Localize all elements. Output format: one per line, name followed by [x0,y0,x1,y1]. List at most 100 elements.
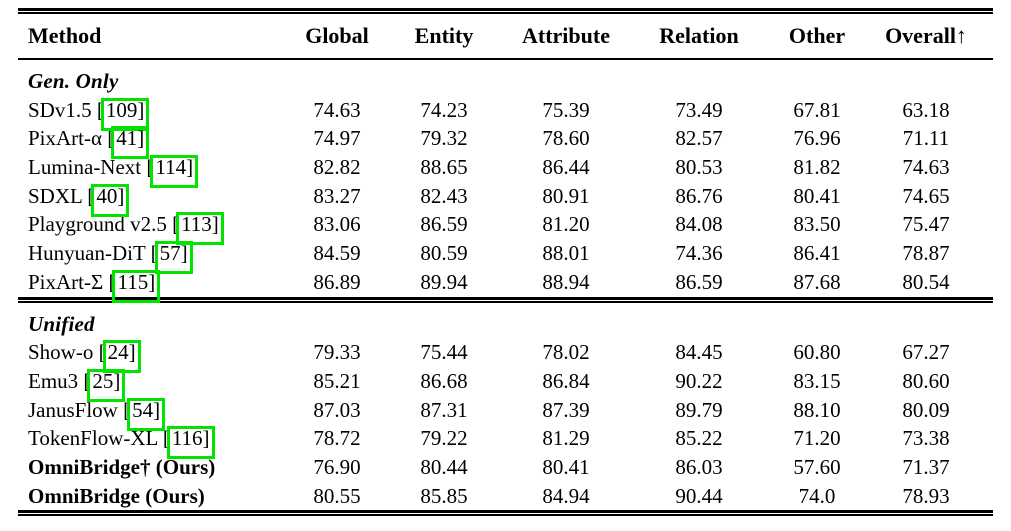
value-cell: 78.02 [542,340,590,365]
value-cell: 81.20 [542,212,590,237]
value-cell: 90.22 [675,368,723,393]
value-cell: 83.06 [313,212,361,237]
value-cell: 75.44 [420,340,468,365]
table-row: Lumina-Next [114] 82.82 88.65 86.44 80.53 81.… [18,153,993,182]
table-row: Show-o [24] 79.33 75.44 78.02 84.45 60.80 67.2… [18,338,993,367]
column-header-other: Other [788,23,846,48]
value-cell: 80.53 [675,155,723,180]
value-cell: 80.41 [793,183,841,208]
table-row: JanusFlow [54] 87.03 87.31 87.39 89.79 88.10 8… [18,396,993,425]
column-header-overall: Overall↑ [885,23,967,48]
section-unified: Unified Show-o [24] 79.33 75.44 78.02 84.45 60… [18,303,993,511]
citation-highlight-box: 113] [181,212,219,237]
value-cell: 60.80 [793,340,841,365]
value-cell: 79.22 [420,426,468,451]
value-cell: 88.94 [542,269,590,294]
value-cell: 76.90 [313,454,361,479]
citation-highlight-box: 54] [132,397,161,422]
value-cell: 78.60 [542,126,590,151]
value-cell: 82.57 [675,126,723,151]
value-cell: 86.03 [675,454,723,479]
value-cell: 79.32 [420,126,468,151]
value-cell: 87.03 [313,397,361,422]
value-cell: 81.82 [793,155,841,180]
column-header-relation: Relation [659,23,739,48]
citation-highlight-box: 115] [117,269,156,294]
method-cell: Playground v2.5 [113] [28,212,219,237]
value-cell: 84.45 [675,340,723,365]
value-cell: 74.63 [313,97,361,122]
value-cell: 80.09 [902,397,950,422]
value-cell: 63.18 [902,97,950,122]
value-cell: 83.50 [793,212,841,237]
value-cell: 88.65 [420,155,468,180]
value-cell: 81.29 [542,426,590,451]
value-cell: 71.20 [793,426,841,451]
citation-highlight-box: 40] [96,183,125,208]
value-cell: 83.15 [793,368,841,393]
section-genonly: Gen. Only SDv1.5 [109] 74.63 74.23 75.39 73.4… [18,60,993,297]
value-cell: 83.27 [313,183,361,208]
method-cell: Lumina-Next [114] [28,155,194,180]
table-row: PixArt-Σ [115] 86.89 89.94 88.94 86.59 87.68 8… [18,268,993,297]
value-cell: 85.22 [675,426,723,451]
value-cell: 82.82 [313,155,361,180]
value-cell: 78.93 [902,483,950,508]
value-cell: 86.59 [675,269,723,294]
method-cell: OmniBridge† (Ours) [28,454,216,479]
value-cell: 73.49 [675,97,723,122]
value-cell: 71.11 [902,126,950,151]
value-cell: 74.65 [902,183,950,208]
value-cell: 85.21 [313,368,361,393]
value-cell: 80.41 [542,454,590,479]
citation-highlight-box: 114] [155,155,194,180]
value-cell: 86.41 [793,241,841,266]
method-cell: Emu3 [25] [28,368,121,393]
value-cell: 84.94 [542,483,590,508]
value-cell: 74.63 [902,155,950,180]
value-cell: 78.72 [313,426,361,451]
column-header-method: Method [28,23,102,48]
value-cell: 80.55 [313,483,361,508]
table-row: SDv1.5 [109] 74.63 74.23 75.39 73.49 67.81 63.… [18,96,993,125]
value-cell: 87.31 [420,397,468,422]
value-cell: 86.68 [420,368,468,393]
value-cell: 74.36 [675,241,723,266]
method-cell: Show-o [24] [28,340,136,365]
value-cell: 86.44 [542,155,590,180]
value-cell: 73.38 [902,426,950,451]
section-title: Gen. Only [28,69,119,93]
column-header-entity: Entity [414,23,474,48]
citation-highlight-box: 57] [159,241,188,266]
value-cell: 79.33 [313,340,361,365]
table-row: OmniBridge (Ours) 80.55 85.85 84.94 90.44 74.… [18,482,993,511]
bottom-rule [18,510,993,517]
citation-highlight-box: 116] [171,426,210,451]
value-cell: 86.76 [675,183,723,208]
top-rule [18,8,993,14]
method-cell: OmniBridge (Ours) [28,483,205,508]
table-row: OmniBridge† (Ours) 76.90 80.44 80.41 86.03 57… [18,453,993,482]
benchmark-results-table: Method Global Entity Attribute Relation Other… [18,8,993,517]
value-cell: 88.01 [542,241,590,266]
header-row: Method Global Entity Attribute Relation Other… [18,14,993,58]
value-cell: 71.37 [902,454,950,479]
section-title: Unified [28,311,95,336]
column-header-attribute: Attribute [522,23,610,48]
method-cell: SDv1.5 [109] [28,97,145,122]
value-cell: 75.39 [542,97,590,122]
method-cell: SDXL [40] [28,183,125,208]
value-cell: 89.94 [420,269,468,294]
value-cell: 87.68 [793,269,841,294]
value-cell: 74.0 [798,483,836,508]
value-cell: 80.59 [420,241,468,266]
value-cell: 74.23 [420,97,468,122]
header-rule [18,58,993,60]
value-cell: 80.44 [420,454,468,479]
table-row: Hunyuan-DiT [57] 84.59 80.59 88.01 74.36 86.4… [18,239,993,268]
citation-highlight-box: 109] [105,97,145,122]
method-cell: PixArt-Σ [115] [28,269,156,294]
value-cell: 82.43 [420,183,468,208]
value-cell: 84.08 [675,212,723,237]
